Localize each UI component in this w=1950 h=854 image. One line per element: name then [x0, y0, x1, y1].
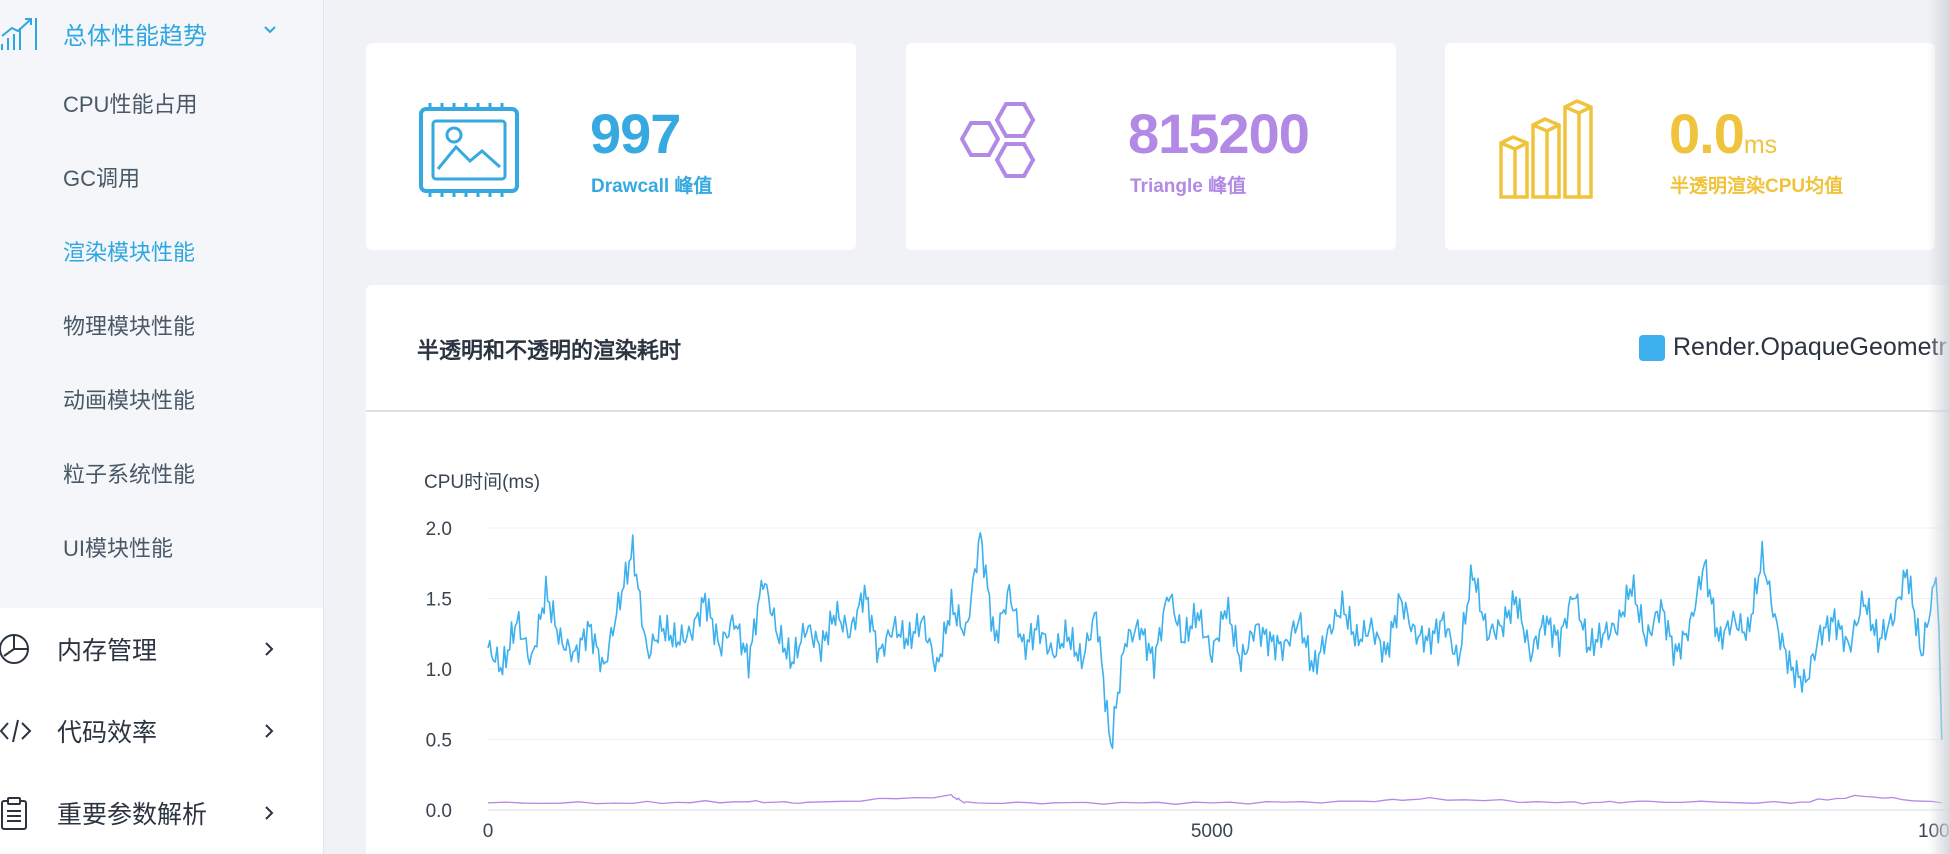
image-chip-icon	[419, 103, 519, 197]
sub-nav-animation[interactable]: 动画模块性能	[63, 388, 196, 413]
x-tick-label: 1000	[1918, 821, 1950, 842]
nav-item-label: 重要参数解析	[57, 801, 208, 829]
chevron-right-icon	[265, 724, 274, 738]
stat-value: 815200	[1128, 102, 1310, 165]
sub-nav-render[interactable]: 渲染模块性能	[63, 240, 196, 265]
nav-item-label: 内存管理	[57, 637, 158, 665]
pie-chart-icon	[0, 634, 29, 664]
sub-nav-particles[interactable]: 粒子系统性能	[63, 462, 196, 487]
x-tick-label: 5000	[1191, 821, 1233, 842]
x-tick-label: 0	[483, 821, 494, 842]
y-axis-label: CPU时间(ms)	[424, 471, 540, 493]
chart-gridlines	[488, 527, 1950, 811]
stat-value: 0.0ms	[1669, 102, 1778, 165]
nav-item-code[interactable]: 代码效率	[0, 690, 323, 772]
chevron-down-icon	[264, 26, 276, 34]
legend-swatch	[1639, 334, 1665, 361]
stat-label: Drawcall 峰值	[591, 176, 713, 197]
stat-card-drawcall: 997 Drawcall 峰值	[366, 43, 856, 250]
nav-group-label: 总体性能趋势	[63, 22, 207, 50]
y-tick-label: 2.0	[426, 519, 452, 540]
chart-title: 半透明和不透明的渲染耗时	[417, 338, 682, 363]
hexagons-icon	[960, 102, 1036, 178]
nav-item-label: 代码效率	[57, 719, 158, 747]
nav-item-memory[interactable]: 内存管理	[0, 608, 323, 690]
stat-label: 半透明渲染CPU均值	[1670, 176, 1844, 197]
chart-series	[487, 532, 1943, 805]
y-axis-ticks: 0.0 0.5 1.0 1.5 2.0	[426, 519, 452, 822]
x-axis-ticks: 0 5000 1000	[483, 821, 1950, 842]
stat-label: Triangle 峰值	[1130, 176, 1247, 197]
sub-nav-cpu[interactable]: CPU性能占用	[63, 92, 198, 117]
sub-nav-gc[interactable]: GC调用	[63, 166, 141, 191]
code-icon	[0, 719, 32, 743]
sub-nav-list: CPU性能占用 GC调用 渲染模块性能 物理模块性能 动画模块性能 粒子系统性能…	[0, 66, 323, 584]
chevron-right-icon	[265, 642, 274, 656]
stat-value: 997	[590, 102, 681, 165]
nav-group-performance-trend: 总体性能趋势 CPU性能占用 GC调用 渲染模块性能 物理模块性能 动画模块性能…	[0, 0, 323, 608]
chart-legend-item[interactable]: Render.OpaqueGeometr	[1639, 333, 1947, 362]
sidebar: 总体性能趋势 CPU性能占用 GC调用 渲染模块性能 物理模块性能 动画模块性能…	[0, 0, 324, 854]
series-line-secondary	[487, 793, 1942, 805]
y-tick-label: 1.0	[426, 660, 452, 681]
legend-label: Render.OpaqueGeometr	[1673, 333, 1947, 361]
series-line-opaque-geometry	[487, 532, 1943, 750]
trend-chart-icon	[1, 18, 37, 50]
sub-nav-ui[interactable]: UI模块性能	[63, 536, 174, 561]
cpu-time-line-chart: 0.0 0.5 1.0 1.5 2.0 0 5000 1000 CPU时间(ms)	[424, 471, 1950, 842]
stat-card-transparent-cpu: 0.0ms 半透明渲染CPU均值	[1445, 43, 1935, 250]
chart-panel-header: 半透明和不透明的渲染耗时 Render.OpaqueGeometr	[366, 285, 1950, 412]
chart-panel: 半透明和不透明的渲染耗时 Render.OpaqueGeometr	[366, 285, 1950, 854]
chevron-right-icon	[265, 806, 274, 820]
nav-group-header[interactable]: 总体性能趋势	[0, 0, 323, 66]
sub-nav-physics[interactable]: 物理模块性能	[63, 314, 196, 339]
y-tick-label: 0.5	[426, 731, 452, 752]
stat-card-triangle: 815200 Triangle 峰值	[906, 43, 1396, 250]
nav-item-params[interactable]: 重要参数解析	[0, 772, 323, 854]
y-tick-label: 1.5	[426, 590, 452, 611]
y-tick-label: 0.0	[426, 801, 452, 822]
clipboard-icon	[1, 797, 27, 830]
bar-columns-icon	[1499, 99, 1593, 199]
